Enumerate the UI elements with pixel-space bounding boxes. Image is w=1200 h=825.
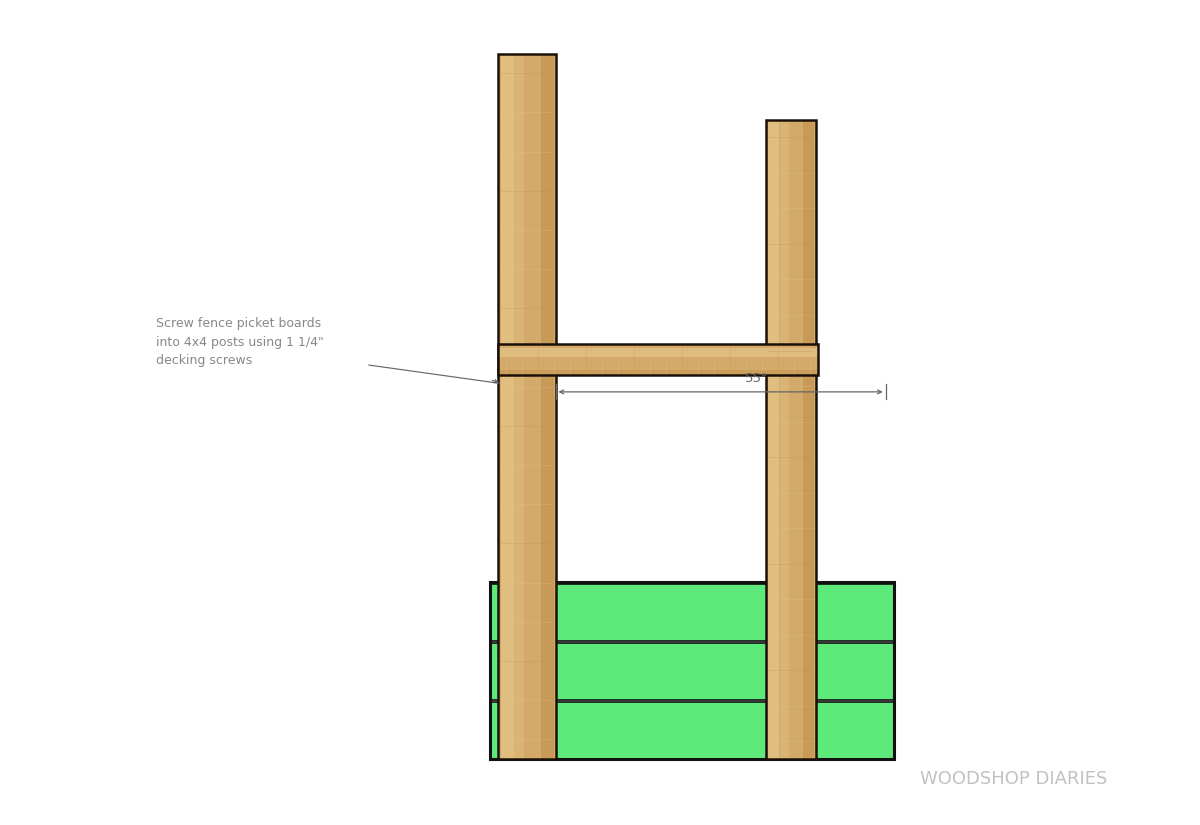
Bar (498, 344, 818, 375)
Bar (490, 582, 894, 759)
Bar (498, 344, 818, 375)
Bar (498, 348, 818, 357)
Text: 55": 55" (745, 372, 768, 385)
Bar (766, 120, 816, 759)
Text: WOODSHOP DIARIES: WOODSHOP DIARIES (920, 770, 1108, 788)
Bar (804, 120, 815, 759)
Bar (514, 54, 524, 759)
Bar (766, 120, 816, 759)
Bar (490, 644, 894, 700)
Bar (498, 54, 556, 759)
Bar (541, 54, 554, 759)
Bar (768, 120, 779, 759)
Bar (490, 702, 894, 759)
Text: Screw fence picket boards
into 4x4 posts using 1 1/4"
decking screws: Screw fence picket boards into 4x4 posts… (156, 318, 324, 367)
Bar (498, 370, 818, 375)
Bar (490, 584, 894, 641)
Bar (498, 54, 556, 759)
Bar (780, 120, 788, 759)
Bar (500, 54, 514, 759)
